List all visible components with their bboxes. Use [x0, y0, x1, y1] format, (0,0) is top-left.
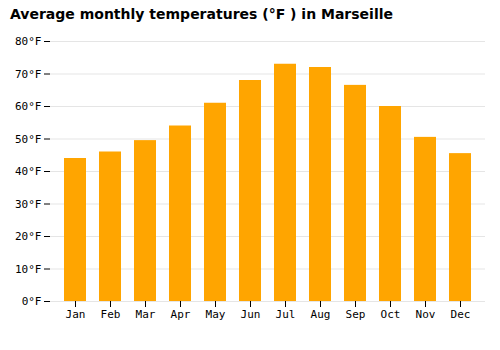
svg-text:60°F: 60°F: [15, 100, 42, 113]
svg-text:50°F: 50°F: [15, 133, 42, 146]
svg-text:40°F: 40°F: [15, 165, 42, 178]
svg-text:Feb: Feb: [101, 308, 121, 321]
svg-text:Sep: Sep: [346, 308, 366, 321]
svg-text:Jan: Jan: [66, 308, 86, 321]
svg-text:0°F: 0°F: [22, 295, 42, 308]
svg-text:Apr: Apr: [171, 308, 191, 321]
svg-text:10°F: 10°F: [15, 263, 42, 276]
html-text:Average monthly temperatures (: Average monthly temperatures (°F ) in Ma…: [10, 6, 393, 22]
svg-text:70°F: 70°F: [15, 68, 42, 81]
svg-text:Nov: Nov: [416, 308, 436, 321]
svg-text:Oct: Oct: [381, 308, 401, 321]
svg-text:Aug: Aug: [311, 308, 331, 321]
svg-text:20°F: 20°F: [15, 230, 42, 243]
svg-text:30°F: 30°F: [15, 198, 42, 211]
svg-text:Dec: Dec: [451, 308, 471, 321]
svg-text:May: May: [206, 308, 226, 321]
svg-text:Jul: Jul: [276, 308, 296, 321]
svg-text:Mar: Mar: [136, 308, 156, 321]
svg-text:80°F: 80°F: [15, 35, 42, 48]
svg-text:Jun: Jun: [241, 308, 261, 321]
